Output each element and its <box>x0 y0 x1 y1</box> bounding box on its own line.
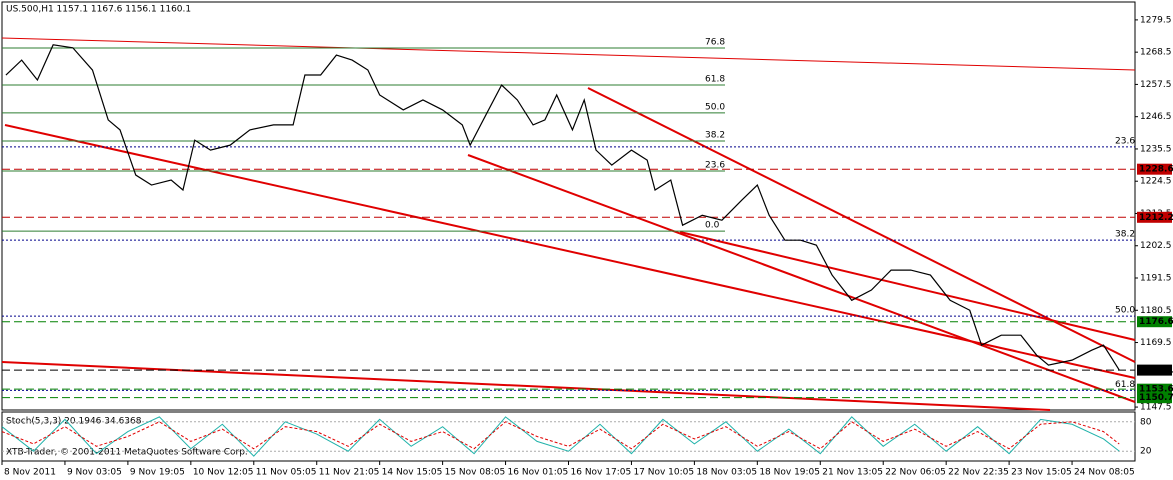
fib-label: 23.6 <box>705 160 725 170</box>
x-tick-label: 10 Nov 12:05 <box>193 468 254 478</box>
x-tick-label: 11 Nov 21:05 <box>319 468 380 478</box>
x-tick-label: 9 Nov 03:05 <box>67 468 122 478</box>
main-frame <box>1 1 1136 411</box>
stoch-tick-label: 20 <box>1140 447 1152 457</box>
price-tag-label: 1228.6 <box>1139 165 1173 175</box>
x-tick-label: 16 Nov 17:05 <box>571 468 632 478</box>
x-tick-label: 23 Nov 15:05 <box>1011 468 1072 478</box>
x-tick-label: 22 Nov 06:05 <box>885 468 946 478</box>
y-tick-label: 1257.5 <box>1140 80 1172 90</box>
stoch-line <box>1 416 1120 457</box>
x-tick-label: 18 Nov 19:05 <box>759 468 820 478</box>
fib-label: 23.6 <box>1115 136 1135 146</box>
y-tick-label: 1279.5 <box>1140 15 1172 25</box>
y-tick-label: 1180.5 <box>1140 306 1172 316</box>
price-tag <box>1137 383 1172 395</box>
price-tag <box>1137 392 1172 404</box>
fib-label: 50.0 <box>705 102 725 112</box>
price-tag-label: 1153.6 <box>1139 385 1173 395</box>
x-tick-label: 22 Nov 22:35 <box>948 468 1009 478</box>
x-tick-label: 18 Nov 03:05 <box>696 468 757 478</box>
x-tick-label: 9 Nov 19:05 <box>130 468 185 478</box>
x-tick-label: 11 Nov 05:05 <box>256 468 317 478</box>
stoch-line <box>1 421 1120 450</box>
price-tag <box>1137 316 1172 328</box>
footer: XTB-Trader, © 2001-2011 MetaQuotes Softw… <box>6 448 248 458</box>
y-tick-label: 1169.5 <box>1140 338 1172 348</box>
price-tag-label: 1176.6 <box>1139 317 1173 327</box>
stoch-title: Stoch(5,3,3) 20.1946 34.6368 <box>6 417 142 427</box>
price-tag-label: 1160.1 <box>1139 366 1173 376</box>
trend-line <box>1 37 1136 71</box>
y-tick-label: 1147.5 <box>1140 403 1172 413</box>
fib-label: 38.2 <box>1115 230 1135 240</box>
fib-label: 61.8 <box>1115 380 1135 390</box>
fib-label: 76.8 <box>705 38 725 48</box>
fib-label: 38.2 <box>705 131 725 141</box>
fib-label: 50.0 <box>1115 306 1135 316</box>
price-tag-label: 1212.2 <box>1139 213 1173 223</box>
price-tag <box>1137 211 1172 223</box>
price-tag <box>1137 364 1172 376</box>
y-tick-label: 1246.5 <box>1140 112 1172 122</box>
y-tick-label: 1191.5 <box>1140 274 1172 284</box>
price-line <box>5 44 1120 371</box>
y-tick-label: 1268.5 <box>1140 48 1172 58</box>
x-tick-label: 24 Nov 08:05 <box>1074 468 1135 478</box>
trend-line <box>4 124 1136 379</box>
fib-label: 61.8 <box>705 75 725 85</box>
price-tag-label: 1150.7 <box>1139 393 1173 403</box>
x-tick-label: 16 Nov 01:05 <box>508 468 569 478</box>
chart-title: US.500,H1 1157.1 1167.6 1156.1 1160.1 <box>6 5 191 15</box>
x-tick-label: 15 Nov 08:05 <box>445 468 506 478</box>
trend-line <box>1 361 1051 411</box>
price-tag <box>1137 163 1172 175</box>
x-tick-label: 17 Nov 10:05 <box>633 468 694 478</box>
trend-line <box>467 154 1136 403</box>
x-tick-label: 14 Nov 15:05 <box>382 468 443 478</box>
x-tick-label: 21 Nov 13:05 <box>822 468 883 478</box>
y-tick-label: 1202.5 <box>1140 241 1172 251</box>
fib-label: 0.0 <box>705 221 720 231</box>
y-tick-label: 1235.5 <box>1140 144 1172 154</box>
y-tick-label: 1224.5 <box>1140 177 1172 187</box>
x-tick-label: 8 Nov 2011 <box>4 468 56 478</box>
stoch-tick-label: 80 <box>1140 417 1152 427</box>
